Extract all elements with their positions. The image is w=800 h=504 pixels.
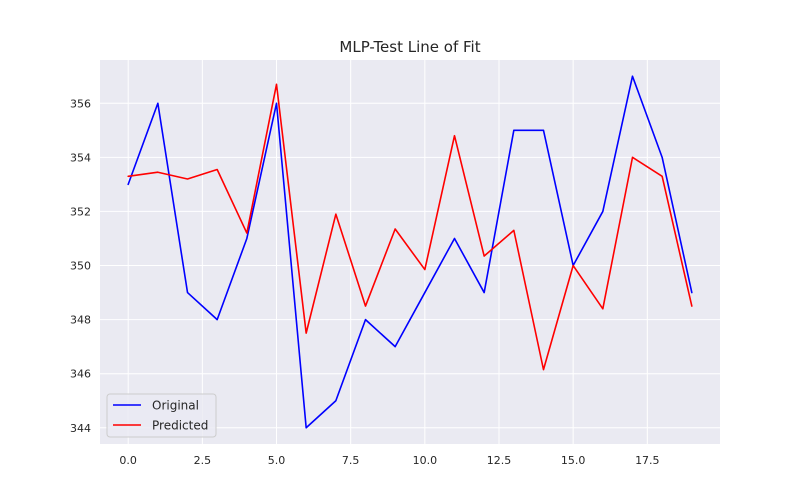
y-gridlines <box>100 102 720 429</box>
legend: Original Predicted <box>106 393 217 438</box>
x-tick-labels: 0.0 2.5 5.0 7.5 10.0 12.5 15.0 17.5 <box>119 454 659 467</box>
series-line-predicted <box>127 83 693 371</box>
y-tick-label: 346 <box>70 368 91 381</box>
x-tick-label: 12.5 <box>487 454 512 467</box>
x-tick-label: 0.0 <box>119 454 137 467</box>
y-tick-label: 354 <box>70 151 91 164</box>
x-tick-label: 2.5 <box>194 454 212 467</box>
chart-title: MLP-Test Line of Fit <box>339 38 480 56</box>
y-tick-label: 350 <box>70 260 91 273</box>
x-tick-label: 5.0 <box>268 454 286 467</box>
x-tick-label: 17.5 <box>635 454 660 467</box>
legend-label-original: Original <box>152 399 199 413</box>
y-tick-label: 348 <box>70 314 91 327</box>
series-layer <box>127 75 693 429</box>
x-tick-label: 10.0 <box>413 454 438 467</box>
y-tick-label: 356 <box>70 97 91 110</box>
y-tick-labels: 344 346 348 350 352 354 356 <box>70 97 91 435</box>
series-line-original <box>127 75 693 429</box>
x-tick-label: 7.5 <box>342 454 360 467</box>
legend-label-predicted: Predicted <box>152 419 208 433</box>
y-tick-label: 352 <box>70 205 91 218</box>
plot-area <box>100 60 720 444</box>
x-gridlines <box>127 60 648 444</box>
y-tick-label: 344 <box>70 422 91 435</box>
x-tick-label: 15.0 <box>561 454 586 467</box>
